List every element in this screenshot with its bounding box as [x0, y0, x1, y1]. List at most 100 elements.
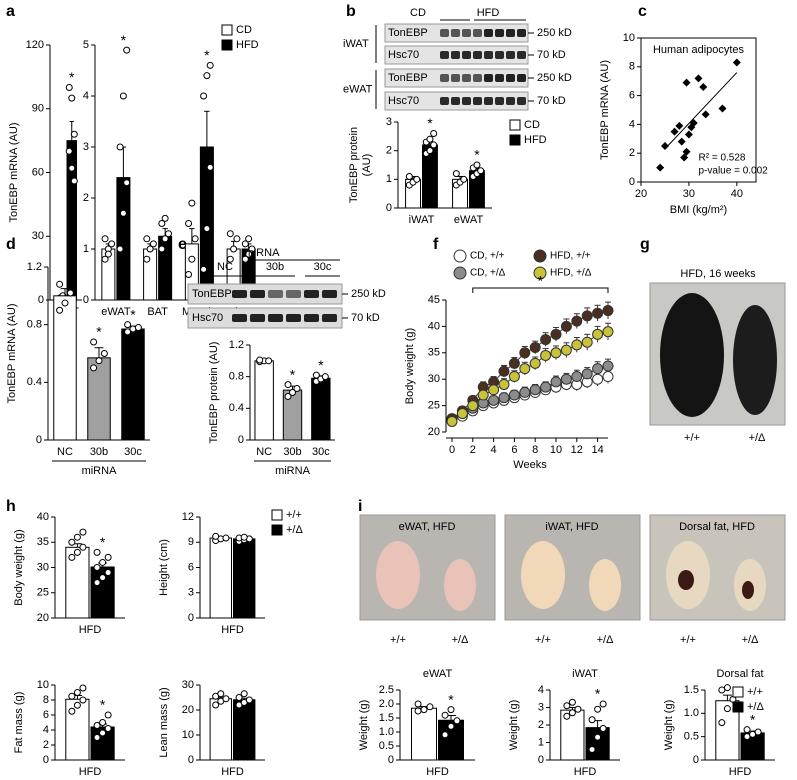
x-tick-label: 30b: [90, 446, 108, 458]
blot-band: [451, 51, 460, 59]
blot-band: [517, 74, 526, 82]
y-axis-label: TonEBP mRNA (AU): [599, 60, 611, 160]
data-point: [93, 734, 101, 741]
data-point: [222, 534, 230, 542]
data-point: [188, 255, 196, 263]
chart-title: Human adipocytes: [653, 44, 745, 56]
data-point: [226, 255, 234, 263]
data-point: [414, 707, 422, 715]
data-point: [508, 389, 520, 401]
blot-band: [322, 314, 337, 322]
legend-swatch: [732, 701, 744, 713]
data-point: [123, 46, 131, 54]
panel-letter: a: [6, 3, 15, 20]
x-tick-label: 6: [511, 444, 517, 456]
blot-band: [440, 51, 449, 59]
bar: [254, 360, 274, 441]
data-point: [452, 170, 460, 178]
y-tick-label: 0: [36, 434, 42, 446]
x-tick-label: 10: [550, 444, 562, 456]
bar: [585, 727, 610, 761]
data-point: [108, 240, 116, 248]
blot-band: [517, 51, 526, 59]
data-point: [66, 289, 74, 297]
data-point: [230, 245, 238, 253]
y-axis-label: TonEBP protein (AU): [208, 342, 220, 444]
y-tick-label: 12: [182, 511, 194, 523]
y-tick-label: 1.5: [379, 712, 394, 724]
significance-bracket: [472, 287, 609, 293]
blot-band: [286, 290, 301, 298]
significance-star: *: [474, 147, 480, 163]
data-point: [256, 356, 264, 364]
data-point: [414, 700, 422, 708]
data-point: [68, 692, 76, 700]
data-point: [540, 381, 552, 393]
annotation: R² = 0.528: [699, 153, 746, 164]
data-point: [79, 684, 87, 692]
significance-star: *: [121, 32, 127, 48]
data-point: [241, 240, 249, 248]
bar: [53, 295, 77, 441]
y-tick-label: 0.8: [27, 319, 42, 331]
blot-band: [473, 51, 482, 59]
blot-band: [462, 97, 471, 105]
y-tick-label: 0: [38, 294, 44, 306]
blot-group-label: CD: [410, 7, 426, 19]
trend-line: [664, 72, 738, 150]
data-point: [158, 245, 166, 253]
blot-band: [232, 290, 247, 298]
data-point: [212, 701, 220, 709]
y-tick-label: 3: [386, 116, 392, 128]
data-point: [203, 225, 211, 233]
data-point: [453, 717, 461, 725]
panel-letter: d: [6, 236, 16, 253]
data-point: [602, 360, 614, 372]
data-point: [602, 371, 614, 383]
data-point: [79, 528, 87, 536]
data-point: [73, 689, 81, 696]
x-tick-label: 30c: [124, 446, 142, 458]
y-tick-label: 1: [538, 736, 544, 748]
y-axis-label: Weight (g): [663, 700, 675, 751]
y-tick-label: 6: [629, 90, 635, 102]
data-point: [568, 709, 576, 717]
y-tick-label: 35: [428, 347, 440, 359]
chart-title: eWAT: [423, 668, 453, 680]
photo-title: Dorsal fat, HFD: [679, 521, 755, 533]
y-tick-label: 0.4: [229, 402, 244, 414]
data-point: [670, 127, 679, 136]
data-point: [498, 365, 510, 377]
significance-star: *: [96, 324, 102, 340]
panel-letter: g: [640, 236, 650, 253]
data-point: [560, 373, 572, 385]
legend-swatch: [732, 686, 744, 698]
data-point: [222, 695, 230, 703]
y-tick-label: 8: [43, 694, 49, 706]
y-tick-label: 0.5: [684, 731, 699, 743]
legend-label: HFD: [236, 39, 259, 51]
x-tick-label: HFD: [221, 624, 244, 636]
x-tick-label: 14: [591, 444, 603, 456]
legend-marker: [533, 249, 547, 263]
y-tick-label: 90: [32, 103, 44, 115]
data-point: [68, 94, 76, 102]
y-tick-label: 35: [37, 536, 49, 548]
genotype-label: +/+: [390, 634, 406, 646]
genotype-label: +/+: [535, 634, 551, 646]
y-tick-label: 9: [188, 536, 194, 548]
legend-label: +/+: [747, 686, 763, 698]
band-label: TonEBP: [192, 288, 232, 300]
y-tick-label: 0: [43, 754, 49, 766]
x-tick-label: NC: [57, 446, 73, 458]
data-point: [689, 118, 698, 127]
mouse: [660, 293, 724, 417]
y-tick-label: 2: [538, 719, 544, 731]
data-point: [550, 347, 562, 359]
data-point: [200, 265, 208, 273]
data-point: [68, 538, 76, 546]
data-point: [677, 137, 686, 146]
data-point: [56, 306, 64, 314]
